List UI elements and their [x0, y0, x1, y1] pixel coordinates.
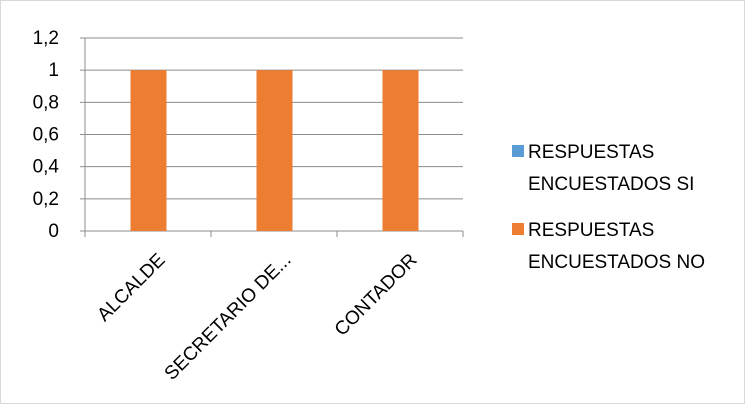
y-tick-label: 0,4	[33, 157, 60, 178]
x-category-label: ALCALDE	[93, 250, 169, 326]
y-tick-label: 0	[48, 221, 59, 242]
y-tick-label: 1,2	[33, 28, 59, 49]
y-tick-label: 0,8	[33, 92, 59, 113]
y-tick-label: 0,2	[33, 189, 59, 210]
y-tick-labels: 0 0,2 0,4 0,6 0,8 1 1,2	[33, 28, 60, 242]
y-tick-label: 1	[48, 60, 59, 81]
x-category-label: CONTADOR	[331, 250, 422, 341]
bar-no	[382, 70, 419, 232]
y-tick-label: 0,6	[33, 125, 59, 146]
legend-label: RESPUESTAS	[528, 220, 654, 241]
legend-swatch	[512, 145, 524, 157]
legend-label: RESPUESTAS	[528, 142, 654, 163]
legend-label: ENCUESTADOS NO	[528, 252, 705, 273]
legend-swatch	[512, 223, 524, 235]
legend-label: ENCUESTADOS SI	[528, 174, 694, 195]
bars	[130, 70, 419, 232]
x-category-label: SECRETARIO DE...	[161, 250, 296, 385]
legend: RESPUESTAS ENCUESTADOS SI RESPUESTAS ENCUES…	[512, 142, 705, 273]
bar-no	[256, 70, 293, 232]
bar-no	[130, 70, 167, 232]
